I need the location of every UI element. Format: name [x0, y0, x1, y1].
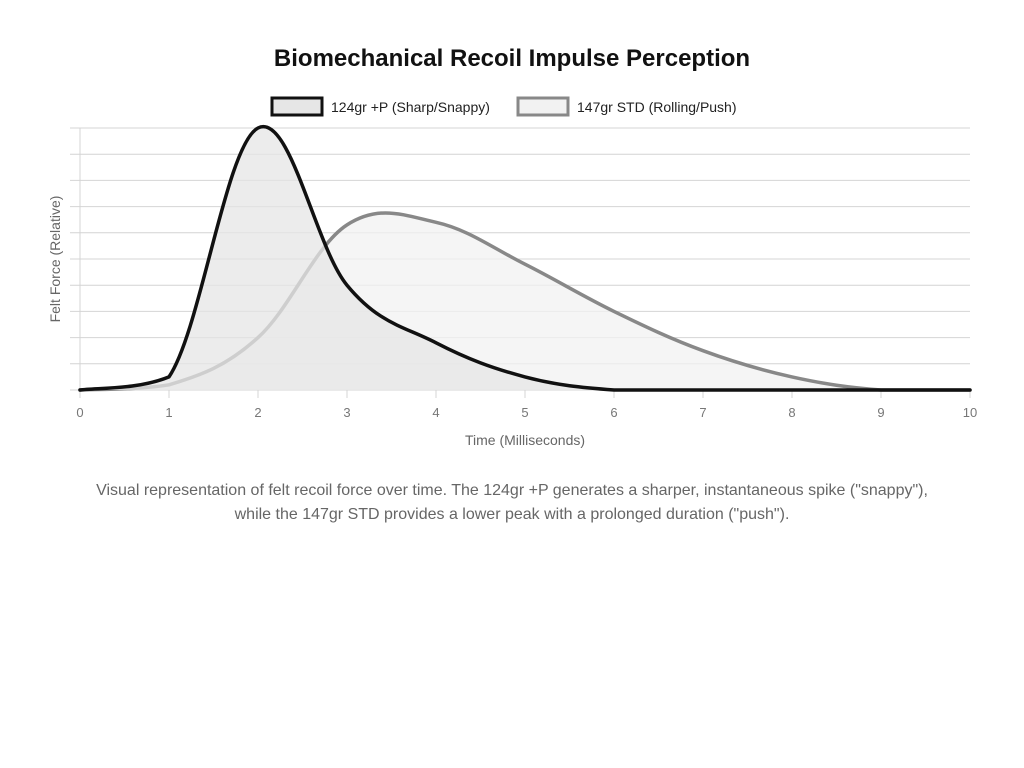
x-tick-label: 10 — [963, 405, 977, 420]
y-axis-title: Felt Force (Relative) — [47, 196, 63, 323]
legend-item: 147gr STD (Rolling/Push) — [516, 96, 737, 117]
legend: 124gr +P (Sharp/Snappy) 147gr STD (Rollin… — [270, 96, 737, 117]
caption-line-1: Visual representation of felt recoil for… — [96, 482, 928, 499]
x-tick-label: 9 — [877, 405, 884, 420]
series-layer — [78, 124, 972, 392]
x-tick-label: 3 — [343, 405, 350, 420]
legend-swatch — [516, 96, 570, 117]
legend-swatch — [270, 96, 324, 117]
series-0 — [78, 124, 972, 392]
legend-label: 124gr +P (Sharp/Snappy) — [331, 99, 490, 115]
x-tick-label: 7 — [699, 405, 706, 420]
caption-line-2: while the 147gr STD provides a lower pea… — [234, 506, 790, 523]
x-tick-label: 4 — [432, 405, 439, 420]
chart-title: Biomechanical Recoil Impulse Perception — [274, 45, 750, 72]
x-tick-label: 1 — [165, 405, 172, 420]
x-tick-label: 6 — [610, 405, 617, 420]
chart-caption: Visual representation of felt recoil for… — [30, 479, 994, 527]
x-tick-label: 5 — [521, 405, 528, 420]
x-tick-label: 8 — [788, 405, 795, 420]
x-tick-label: 0 — [76, 405, 83, 420]
recoil-chart: Biomechanical Recoil Impulse Perception … — [47, 45, 977, 448]
legend-label: 147gr STD (Rolling/Push) — [577, 99, 737, 115]
x-axis-ticks: 0 1 2 3 4 5 6 7 8 9 10 — [76, 405, 977, 420]
x-tick-label: 2 — [254, 405, 261, 420]
series-area — [80, 126, 970, 390]
series-line — [78, 124, 972, 392]
x-axis-title: Time (Milliseconds) — [465, 432, 585, 448]
legend-item: 124gr +P (Sharp/Snappy) — [270, 96, 490, 117]
